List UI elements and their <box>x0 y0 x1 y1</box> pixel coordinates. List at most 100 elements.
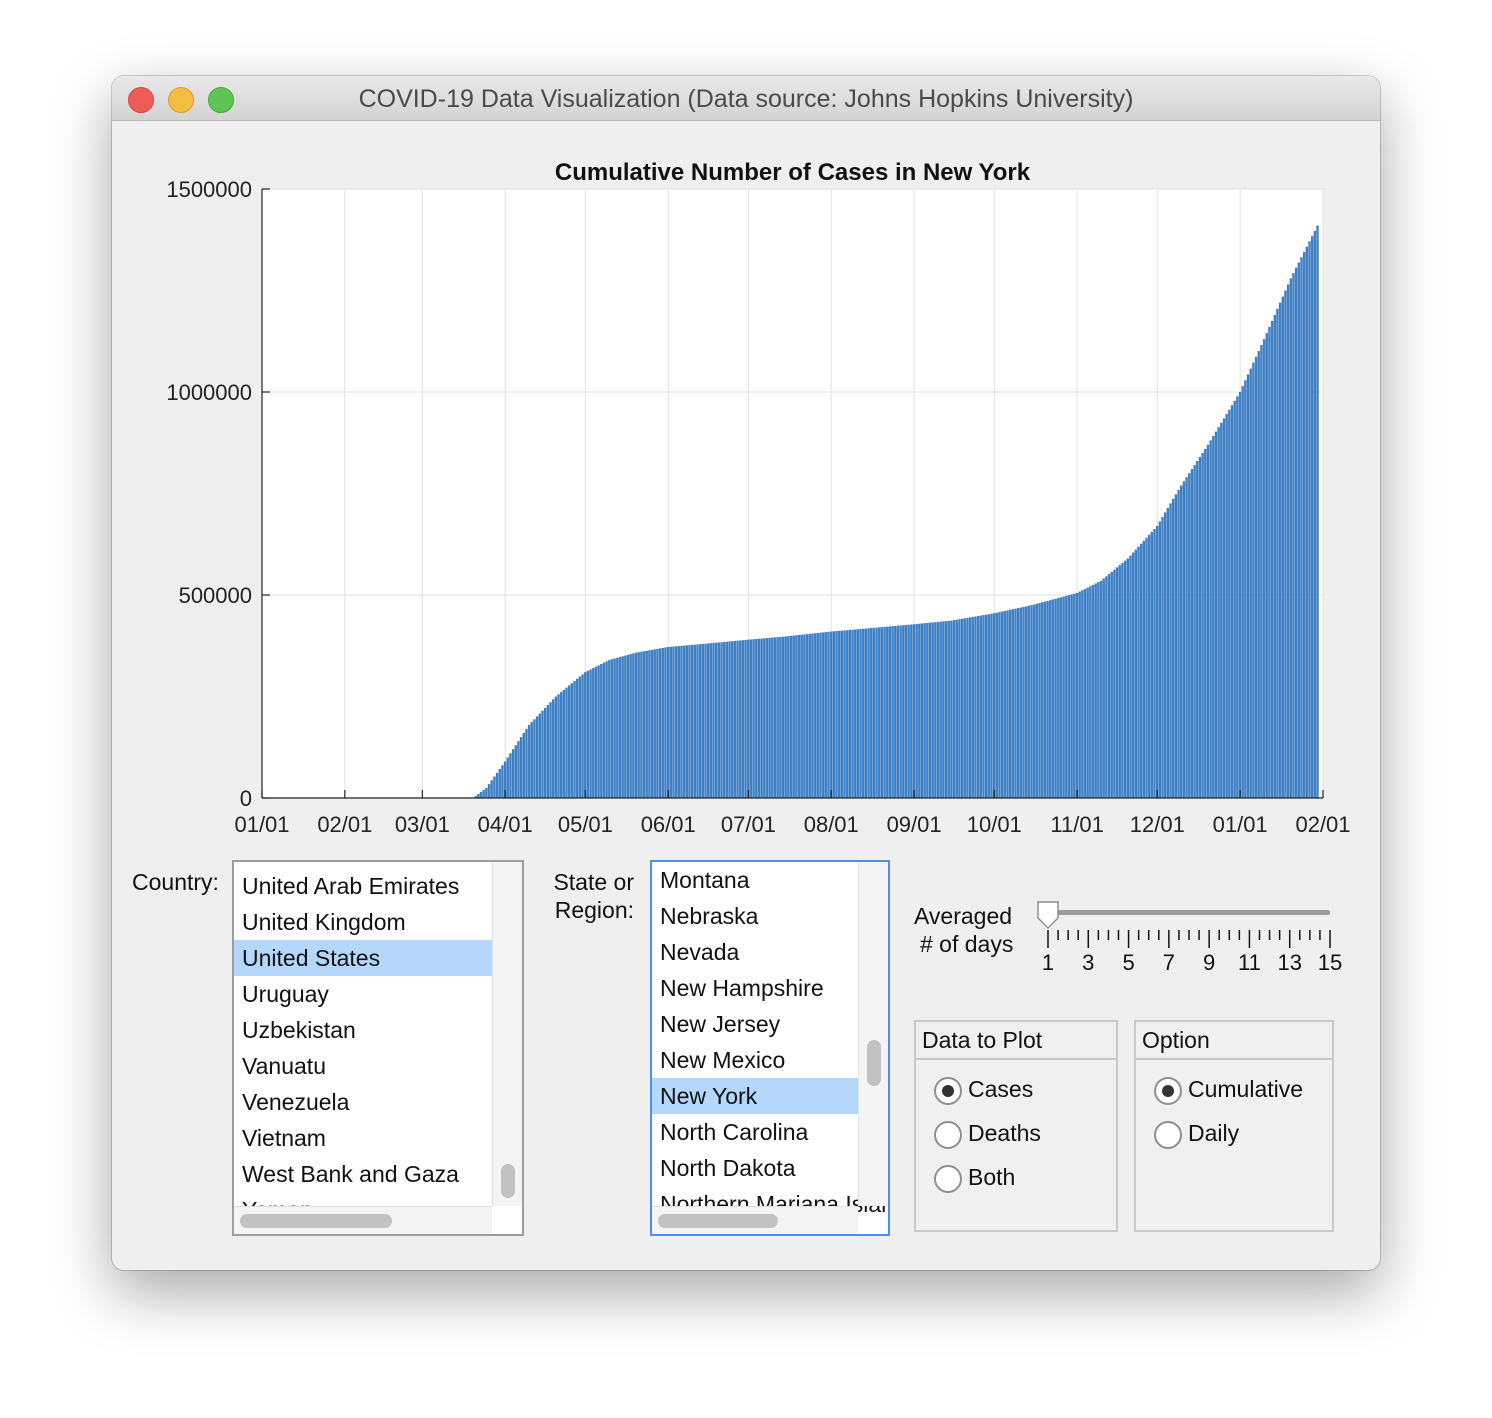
bar <box>1062 596 1065 798</box>
x-tick-label: 08/01 <box>804 812 859 837</box>
bar <box>1161 516 1164 798</box>
bar <box>709 643 713 798</box>
bar <box>966 617 969 798</box>
radio-button[interactable] <box>934 1165 962 1193</box>
bar <box>1121 562 1124 798</box>
bar <box>813 633 817 798</box>
country-list-item[interactable]: Vanuatu <box>242 1053 326 1079</box>
bar <box>1265 333 1268 798</box>
country-listbox[interactable]: United Arab Emirates United Kingdom United… <box>232 860 524 1236</box>
bar <box>1043 601 1047 798</box>
country-list-item[interactable]: United Kingdom <box>242 909 406 935</box>
state-vertical-scroll-thumb[interactable] <box>867 1040 881 1086</box>
bar <box>979 615 982 798</box>
bar <box>610 659 614 798</box>
bar <box>1014 608 1017 798</box>
country-label: Country: <box>132 869 219 895</box>
bar <box>511 749 515 798</box>
bar <box>1126 558 1129 798</box>
option-panel: Option Cumulative Daily <box>1134 1020 1334 1232</box>
state-list-item[interactable]: New Hampshire <box>660 975 824 1001</box>
y-tick-label: 500000 <box>179 583 252 608</box>
country-list-item[interactable]: Uzbekistan <box>242 1017 356 1043</box>
minimize-window-button[interactable] <box>168 87 194 113</box>
bar <box>947 620 950 798</box>
slider-track[interactable] <box>1048 910 1330 915</box>
zoom-window-button[interactable] <box>208 87 234 113</box>
country-list-item[interactable]: West Bank and Gaza <box>242 1161 459 1187</box>
bar <box>1051 599 1055 798</box>
chart-title: Cumulative Number of Cases in New York <box>555 159 1031 186</box>
slider-tick-label: 11 <box>1238 950 1261 975</box>
bar <box>848 629 852 798</box>
state-list-item[interactable]: Nevada <box>660 939 740 965</box>
state-list-item[interactable]: Nebraska <box>660 903 759 929</box>
bar <box>1249 368 1252 798</box>
bar <box>1276 308 1279 798</box>
country-list-item[interactable]: Vietnam <box>242 1125 326 1151</box>
bar <box>1129 555 1132 798</box>
data-to-plot-panel: Data to Plot Cases Deaths Both <box>914 1020 1118 1232</box>
country-list-item[interactable]: Venezuela <box>242 1089 350 1115</box>
country-vertical-scroll-thumb[interactable] <box>501 1164 515 1198</box>
bar <box>1188 473 1191 798</box>
bar <box>747 639 750 798</box>
bar <box>1198 456 1202 798</box>
bar <box>1204 448 1207 798</box>
bar <box>487 784 491 798</box>
state-horizontal-scrollbar[interactable] <box>652 1206 858 1234</box>
bar <box>808 633 811 798</box>
bar <box>666 646 670 798</box>
bar <box>1016 608 1020 798</box>
radio-button[interactable] <box>1154 1077 1182 1105</box>
bar <box>1292 273 1295 798</box>
bar <box>1049 600 1052 798</box>
bar <box>549 702 552 798</box>
state-list-item[interactable]: New York <box>652 1078 858 1114</box>
bar <box>1118 565 1121 798</box>
state-list-item[interactable]: New Mexico <box>660 1047 786 1073</box>
radio-button[interactable] <box>934 1077 962 1105</box>
bar <box>592 668 595 798</box>
bar <box>514 745 517 798</box>
state-vertical-scrollbar[interactable] <box>858 862 888 1206</box>
bar <box>1225 413 1228 798</box>
country-list-item[interactable]: United Arab Emirates <box>242 873 460 899</box>
bar <box>653 649 656 798</box>
bar <box>1217 427 1220 798</box>
bar <box>658 648 662 798</box>
country-horizontal-scroll-thumb[interactable] <box>240 1214 392 1228</box>
country-list-item[interactable]: Uruguay <box>242 981 329 1007</box>
averaging-slider[interactable] <box>1032 896 1342 956</box>
bar <box>498 769 501 798</box>
country-horizontal-scrollbar[interactable] <box>234 1206 492 1234</box>
state-list-item[interactable]: North Dakota <box>660 1155 796 1181</box>
bar <box>645 650 648 798</box>
bar <box>1196 461 1199 798</box>
bar <box>797 634 801 798</box>
state-list-item[interactable]: Montana <box>660 867 750 893</box>
close-window-button[interactable] <box>128 87 154 113</box>
radio-button[interactable] <box>1154 1121 1182 1149</box>
bar <box>576 678 579 798</box>
title-bar[interactable]: COVID-19 Data Visualization (Data source… <box>112 76 1380 121</box>
country-vertical-scrollbar[interactable] <box>492 862 522 1206</box>
bar <box>792 635 795 798</box>
state-list-item[interactable]: New Jersey <box>660 1011 781 1037</box>
x-tick-label: 11/01 <box>1050 812 1103 837</box>
bar <box>1281 296 1284 798</box>
radio-button[interactable] <box>934 1121 962 1149</box>
bar <box>674 646 678 798</box>
state-list-item[interactable]: North Carolina <box>660 1119 809 1145</box>
bar <box>501 765 504 798</box>
state-listbox[interactable]: Montana Nebraska Nevada New Hampshire New Je… <box>650 860 890 1236</box>
slider-tick-label: 13 <box>1277 950 1302 975</box>
bar <box>517 741 520 798</box>
bar <box>562 689 566 798</box>
slider-handle[interactable] <box>1037 901 1059 930</box>
country-list-item[interactable]: United States <box>234 940 492 976</box>
bar <box>1006 610 1009 798</box>
bar <box>1257 350 1260 798</box>
y-tick-label: 1000000 <box>166 380 252 405</box>
state-horizontal-scroll-thumb[interactable] <box>658 1214 778 1228</box>
